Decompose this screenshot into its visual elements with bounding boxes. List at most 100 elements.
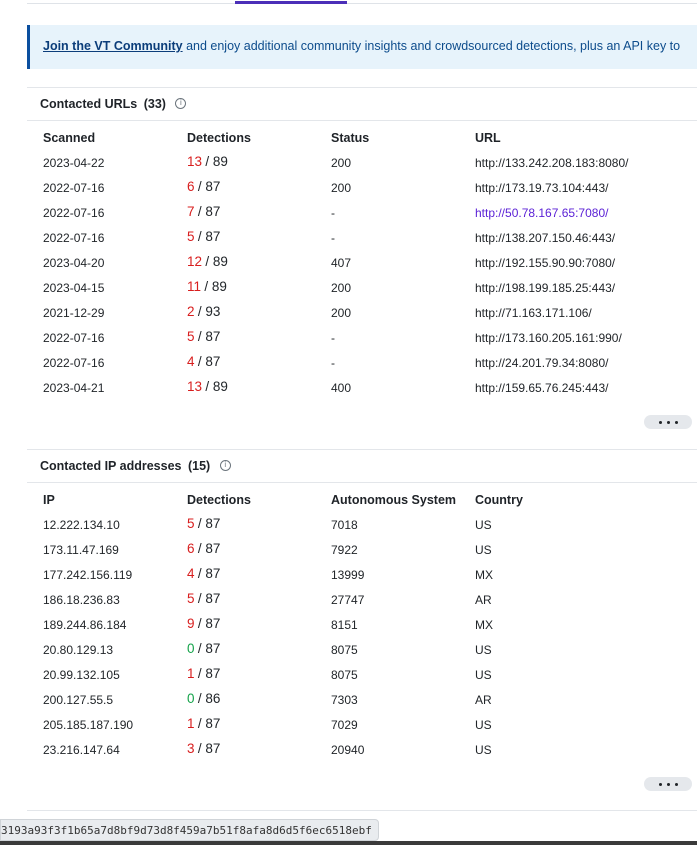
autonomous-system: 7029 <box>331 718 358 732</box>
ip-link[interactable]: 20.99.132.105 <box>43 668 120 682</box>
column-header: Autonomous System <box>331 493 457 507</box>
http-status: 200 <box>331 281 352 295</box>
detections-cell: 11 / 89 <box>187 279 227 294</box>
positives-count: 7 <box>187 204 195 219</box>
scanned-date: 2022-07-16 <box>43 206 105 220</box>
detections-cell: 12 / 89 <box>187 254 228 269</box>
section-title: Contacted URLs <box>40 97 138 111</box>
contacted-ips-header: Contacted IP addresses (15) <box>27 449 697 483</box>
detections-cell: 5 / 87 <box>187 329 220 344</box>
country-code: US <box>475 543 492 557</box>
engines-total: / 86 <box>197 691 221 706</box>
scanned-date: 2023-04-15 <box>43 281 105 295</box>
column-header: Scanned <box>43 131 96 145</box>
http-status: - <box>331 206 335 220</box>
http-status: - <box>331 331 335 345</box>
positives-count: 4 <box>187 354 195 369</box>
country-code: US <box>475 743 492 757</box>
join-community-link[interactable]: Join the VT Community <box>43 39 183 53</box>
engines-total: / 87 <box>197 179 221 194</box>
column-header: Detections <box>187 131 251 145</box>
dot-icon <box>674 782 678 786</box>
active-tab-indicator <box>235 1 347 4</box>
detections-cell: 5 / 87 <box>187 516 220 531</box>
country-code: US <box>475 643 492 657</box>
more-ips-button[interactable] <box>644 777 692 791</box>
ip-link[interactable]: 20.80.129.13 <box>43 643 114 657</box>
engines-total: / 87 <box>197 666 221 681</box>
url-link[interactable]: http://133.242.208.183:8080/ <box>475 156 629 170</box>
detections-cell: 1 / 87 <box>187 716 220 731</box>
engines-total: / 87 <box>197 541 221 556</box>
detections-cell: 4 / 87 <box>187 354 220 369</box>
autonomous-system: 20940 <box>331 743 365 757</box>
url-link[interactable]: http://71.163.171.106/ <box>475 306 592 320</box>
column-header: Country <box>475 493 523 507</box>
detections-cell: 0 / 86 <box>187 691 220 706</box>
url-link[interactable]: http://159.65.76.245:443/ <box>475 381 609 395</box>
http-status: - <box>331 231 335 245</box>
dot-icon <box>658 420 662 424</box>
autonomous-system: 13999 <box>331 568 365 582</box>
ip-link[interactable]: 177.242.156.119 <box>43 568 133 582</box>
autonomous-system: 8075 <box>331 643 358 657</box>
url-link[interactable]: http://173.19.73.104:443/ <box>475 181 609 195</box>
section-count: (33) <box>143 97 166 111</box>
engines-total: / 87 <box>197 566 221 581</box>
country-code: US <box>475 518 492 532</box>
url-link[interactable]: http://24.201.79.34:8080/ <box>475 356 609 370</box>
status-bar-url: 3193a93f3f1b65a7d8bf9d73d8f459a7b51f8afa… <box>0 819 379 841</box>
url-link[interactable]: http://198.199.185.25:443/ <box>475 281 616 295</box>
engines-total: / 87 <box>197 329 221 344</box>
scanned-date: 2021-12-29 <box>43 306 105 320</box>
ip-link[interactable]: 189.244.86.184 <box>43 618 127 632</box>
section-title: Contacted IP addresses <box>40 459 182 473</box>
detections-cell: 1 / 87 <box>187 666 220 681</box>
positives-count: 2 <box>187 304 195 319</box>
ip-link[interactable]: 186.18.236.83 <box>43 593 120 607</box>
ip-link[interactable]: 12.222.134.10 <box>43 518 120 532</box>
ip-link[interactable]: 200.127.55.5 <box>43 693 114 707</box>
info-icon[interactable] <box>175 98 187 109</box>
scanned-date: 2022-07-16 <box>43 356 105 370</box>
scanned-date: 2023-04-20 <box>43 256 105 270</box>
positives-count: 5 <box>187 229 195 244</box>
info-icon[interactable] <box>219 460 231 471</box>
url-link[interactable]: http://192.155.90.90:7080/ <box>475 256 616 270</box>
country-code: AR <box>475 693 492 707</box>
section-count: (15) <box>187 459 211 473</box>
positives-count: 1 <box>187 666 195 681</box>
positives-count: 13 <box>187 379 203 394</box>
autonomous-system: 8151 <box>331 618 358 632</box>
detections-cell: 2 / 93 <box>187 304 220 319</box>
country-code: US <box>475 668 492 682</box>
positives-count: 5 <box>187 516 195 531</box>
detections-cell: 6 / 87 <box>187 179 220 194</box>
column-header: URL <box>475 131 501 145</box>
engines-total: / 87 <box>197 229 221 244</box>
detections-cell: 9 / 87 <box>187 616 220 631</box>
engines-total: / 87 <box>197 716 221 731</box>
http-status: 200 <box>331 306 352 320</box>
ip-link[interactable]: 23.216.147.64 <box>43 743 120 757</box>
http-status: 200 <box>331 181 352 195</box>
section-divider <box>27 810 697 811</box>
autonomous-system: 7922 <box>331 543 358 557</box>
url-link[interactable]: http://50.78.167.65:7080/ <box>475 206 609 220</box>
engines-total: / 87 <box>197 204 221 219</box>
autonomous-system: 7303 <box>331 693 358 707</box>
detections-cell: 0 / 87 <box>187 641 220 656</box>
column-header: Status <box>331 131 370 145</box>
scanned-date: 2023-04-21 <box>43 381 105 395</box>
positives-count: 1 <box>187 716 195 731</box>
autonomous-system: 27747 <box>331 593 365 607</box>
detections-cell: 7 / 87 <box>187 204 220 219</box>
more-urls-button[interactable] <box>644 415 692 429</box>
community-banner: Join the VT Community and enjoy addition… <box>27 25 697 69</box>
ip-link[interactable]: 173.11.47.169 <box>43 543 119 557</box>
ip-link[interactable]: 205.185.187.190 <box>43 718 134 732</box>
positives-count: 0 <box>187 691 195 706</box>
url-link[interactable]: http://173.160.205.161:990/ <box>475 331 622 345</box>
url-link[interactable]: http://138.207.150.46:443/ <box>475 231 616 245</box>
positives-count: 0 <box>187 641 195 656</box>
